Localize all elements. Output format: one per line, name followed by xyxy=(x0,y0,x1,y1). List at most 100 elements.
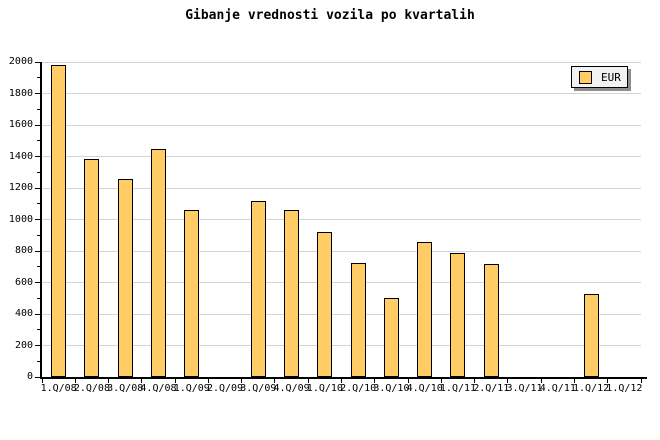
bar-2.Q/10 xyxy=(350,262,366,377)
x-axis xyxy=(40,377,647,379)
y-major-tick xyxy=(35,376,40,378)
y-minor-tick xyxy=(37,140,40,142)
bar-1.Q/12 xyxy=(583,293,599,377)
x-tick xyxy=(507,379,509,383)
x-tick-label: 1.Q/12 xyxy=(573,383,610,394)
y-minor-tick xyxy=(37,360,40,362)
x-tick xyxy=(41,379,43,383)
x-tick-label: 3.Q/11 xyxy=(506,383,543,394)
y-major-tick xyxy=(35,93,40,94)
y-major-tick xyxy=(35,250,40,252)
x-tick xyxy=(108,379,110,383)
x-tick-label: 4.Q/08 xyxy=(140,383,177,394)
x-tick-label: 2.Q/11 xyxy=(473,383,510,394)
y-tick-label: 1600 xyxy=(8,119,33,130)
y-tick-label: 2000 xyxy=(8,56,33,67)
y-major-tick xyxy=(35,61,40,63)
y-gridline xyxy=(42,345,641,346)
x-tick xyxy=(540,379,542,383)
x-tick xyxy=(374,379,376,383)
x-tick xyxy=(474,379,476,383)
bar-1.Q/11 xyxy=(450,253,466,377)
x-tick xyxy=(407,379,409,383)
x-tick-label: 1.Q/10 xyxy=(306,383,343,394)
x-tick-label: 3.Q/10 xyxy=(373,383,410,394)
y-tick-label: 600 xyxy=(14,276,33,288)
bar-3.Q/09 xyxy=(250,200,266,377)
x-tick xyxy=(573,379,575,383)
x-tick-label: 1.Q/08 xyxy=(40,383,77,394)
y-major-tick xyxy=(35,219,40,220)
x-tick xyxy=(174,379,176,383)
y-minor-tick xyxy=(37,266,40,268)
x-tick-label: 1.Q/09 xyxy=(173,383,210,394)
x-tick-label: 4.Q/10 xyxy=(406,383,443,394)
y-gridline xyxy=(42,93,641,94)
bar-1.Q/10 xyxy=(317,232,333,377)
x-tick xyxy=(341,379,342,383)
y-major-tick xyxy=(35,156,40,157)
y-tick-label: 0 xyxy=(26,371,33,382)
y-major-tick xyxy=(35,282,40,283)
y-gridline xyxy=(42,61,641,63)
y-minor-tick xyxy=(37,171,40,173)
y-gridline xyxy=(42,124,641,126)
y-major-tick xyxy=(35,124,40,126)
bar-4.Q/09 xyxy=(284,210,300,377)
bar-4.Q/08 xyxy=(150,149,166,377)
y-tick-label: 800 xyxy=(14,245,33,256)
y-major-tick xyxy=(35,187,40,189)
bar-2.Q/11 xyxy=(483,263,499,377)
y-tick-label: 1200 xyxy=(8,182,33,193)
y-minor-tick xyxy=(37,108,40,110)
x-tick-label: 2.Q/10 xyxy=(340,383,377,394)
x-tick-label: 1.Q/11 xyxy=(439,383,477,394)
bar-1.Q/09 xyxy=(184,210,200,377)
y-tick-label: 1000 xyxy=(8,213,33,225)
legend-swatch-eur xyxy=(579,70,592,84)
x-tick xyxy=(74,379,76,383)
y-tick-label: 400 xyxy=(14,308,33,319)
bar-3.Q/10 xyxy=(383,298,399,377)
x-tick-label: 3.Q/08 xyxy=(107,383,144,394)
y-minor-tick xyxy=(37,77,40,79)
y-axis xyxy=(40,62,42,379)
legend-box: EUR xyxy=(571,66,628,88)
x-tick xyxy=(241,379,243,383)
y-tick-label: 1800 xyxy=(8,87,33,99)
legend-label-eur: EUR xyxy=(601,70,621,84)
x-tick xyxy=(307,379,309,383)
y-major-tick xyxy=(35,345,40,346)
x-tick-label: 4.Q/11 xyxy=(539,383,576,394)
bar-4.Q/10 xyxy=(417,241,433,377)
x-tick-label: 2.Q/08 xyxy=(73,383,110,394)
y-minor-tick xyxy=(37,329,40,331)
y-major-tick xyxy=(35,313,40,315)
x-tick-label: 3.Q/09 xyxy=(240,383,277,394)
y-gridline xyxy=(42,282,641,283)
x-tick xyxy=(607,379,609,383)
bar-3.Q/08 xyxy=(117,179,133,377)
y-minor-tick xyxy=(37,297,40,299)
y-gridline xyxy=(42,187,641,189)
y-minor-tick xyxy=(37,203,40,205)
bar-1.Q/08 xyxy=(51,65,67,377)
x-tick xyxy=(274,379,276,383)
x-tick-label: 4.Q/09 xyxy=(273,383,310,394)
y-gridline xyxy=(42,156,641,157)
x-tick-label: 1.Q/12 xyxy=(606,383,643,394)
y-tick-label: 1400 xyxy=(8,150,33,162)
chart-title: Gibanje vrednosti vozila po kvartalih xyxy=(185,8,475,23)
x-tick xyxy=(440,379,442,383)
x-tick-label: 2.Q/09 xyxy=(206,383,244,394)
x-tick xyxy=(207,379,209,383)
y-gridline xyxy=(42,250,641,252)
y-gridline xyxy=(42,313,641,315)
x-tick xyxy=(141,379,143,383)
bar-2.Q/08 xyxy=(84,158,100,377)
x-tick xyxy=(640,379,642,383)
y-gridline xyxy=(42,219,641,220)
y-minor-tick xyxy=(37,234,40,236)
y-tick-label: 200 xyxy=(14,339,33,351)
